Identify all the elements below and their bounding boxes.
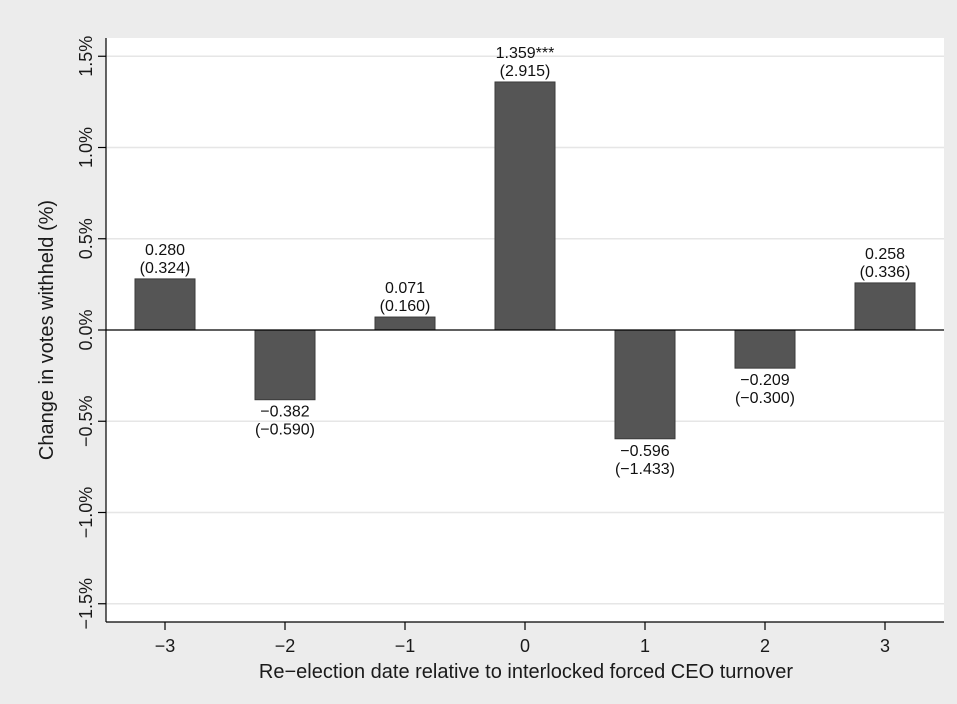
gridlines bbox=[106, 55, 944, 605]
x-tick-label: −2 bbox=[275, 636, 296, 656]
bar-value-label: 0.258 bbox=[865, 246, 905, 263]
x-tick-label: 2 bbox=[760, 636, 770, 656]
bar-stat-label: (−1.433) bbox=[615, 461, 675, 478]
bar bbox=[374, 316, 436, 331]
y-axis-title: Change in votes withheld (%) bbox=[36, 200, 58, 460]
bar-stat-label: (0.336) bbox=[860, 264, 911, 281]
x-tick-label: 1 bbox=[640, 636, 650, 656]
y-tick-label: 0.0% bbox=[76, 309, 96, 350]
bar-value-label: 0.280 bbox=[145, 242, 185, 259]
bar-value-label: 1.359*** bbox=[496, 45, 555, 62]
bar-value-label: −0.382 bbox=[260, 404, 309, 421]
y-tick-label: 0.5% bbox=[76, 218, 96, 259]
x-tick-label: 0 bbox=[520, 636, 530, 656]
bar-labels: 0.280(0.324) −0.382(−0.590) 0.071(0.160) 1.… bbox=[140, 45, 911, 478]
axes: −1.5% −1.0% −0.5% 0.0% 0.5% 1.0% 1.5% −3 −2 −1 0 1 2… bbox=[76, 36, 944, 656]
bar-value-label: −0.596 bbox=[620, 443, 669, 460]
bar-stat-label: (0.160) bbox=[380, 298, 431, 315]
bar-value-label: 0.071 bbox=[385, 280, 425, 297]
bar bbox=[254, 329, 316, 401]
bar bbox=[614, 329, 676, 440]
x-axis-title: Re−election date relative to interlocked… bbox=[259, 661, 794, 683]
x-tick-label: −3 bbox=[155, 636, 176, 656]
bar-stat-label: (−0.590) bbox=[255, 422, 315, 439]
y-tick-label: 1.0% bbox=[76, 127, 96, 168]
y-tick-label: −1.5% bbox=[76, 578, 96, 630]
bar-stat-label: (−0.300) bbox=[735, 390, 795, 407]
bar bbox=[134, 278, 196, 331]
bar bbox=[734, 329, 796, 369]
bar-stat-label: (0.324) bbox=[140, 260, 191, 277]
bar-value-label: −0.209 bbox=[740, 372, 789, 389]
x-tick-label: −1 bbox=[395, 636, 416, 656]
y-tick-label: 1.5% bbox=[76, 36, 96, 77]
x-tick-label: 3 bbox=[880, 636, 890, 656]
bar bbox=[854, 282, 916, 331]
bars bbox=[134, 81, 916, 440]
bar bbox=[494, 81, 556, 331]
y-tick-label: −0.5% bbox=[76, 395, 96, 447]
y-tick-label: −1.0% bbox=[76, 487, 96, 539]
bar-stat-label: (2.915) bbox=[500, 63, 551, 80]
